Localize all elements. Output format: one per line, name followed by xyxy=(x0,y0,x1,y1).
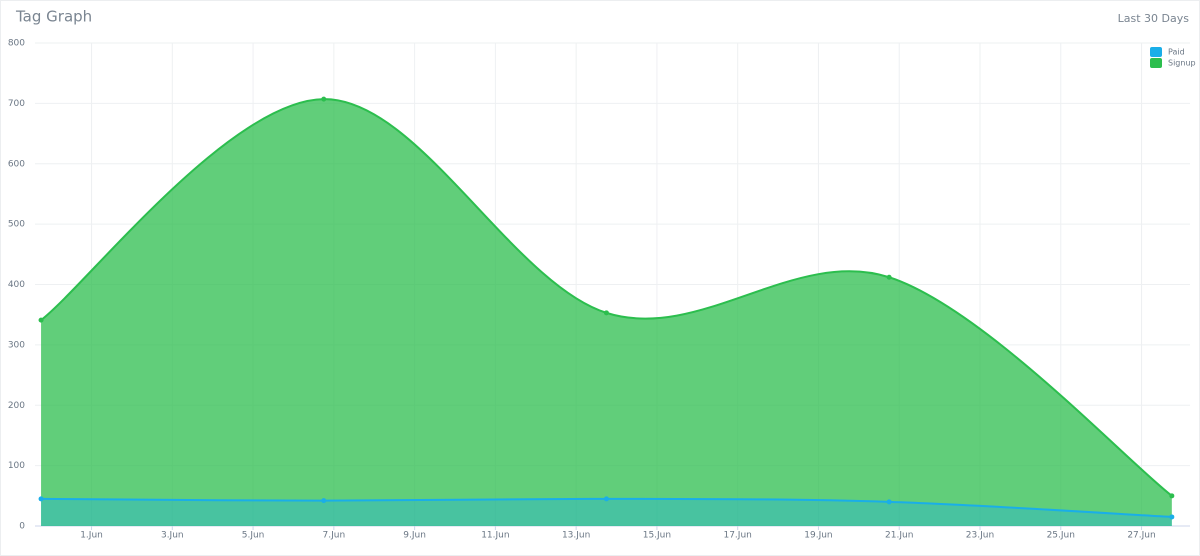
x-tick-label: 7.Jun xyxy=(323,531,346,541)
x-tick-label: 25.Jun xyxy=(1047,531,1075,541)
point xyxy=(321,96,327,102)
x-tick-label: 23.Jun xyxy=(966,531,994,541)
x-tick-label: 15.Jun xyxy=(643,531,671,541)
point xyxy=(38,317,44,323)
x-tick-label: 19.Jun xyxy=(804,531,832,541)
y-tick-label: 600 xyxy=(8,159,25,169)
area xyxy=(41,99,1172,526)
point xyxy=(1169,514,1175,520)
point xyxy=(38,496,44,502)
x-tick-label: 1.Jun xyxy=(80,531,103,541)
y-tick-label: 700 xyxy=(8,99,25,109)
y-tick-label: 500 xyxy=(8,220,25,230)
y-tick-label: 300 xyxy=(8,340,25,350)
x-tick-label: 11.Jun xyxy=(481,531,509,541)
x-tick-label: 17.Jun xyxy=(723,531,751,541)
y-tick-label: 0 xyxy=(19,522,25,532)
x-tick-label: 9.Jun xyxy=(403,531,426,541)
x-tick-label: 3.Jun xyxy=(161,531,184,541)
point xyxy=(603,496,609,502)
legend-swatch xyxy=(1150,58,1162,68)
area xyxy=(41,498,1172,526)
x-tick-label: 5.Jun xyxy=(242,531,265,541)
point xyxy=(603,310,609,316)
legend-label: Paid xyxy=(1168,48,1185,57)
x-tick-label: 27.Jun xyxy=(1127,531,1155,541)
y-tick-label: 800 xyxy=(8,39,25,49)
point xyxy=(886,499,892,505)
legend-label: Signup xyxy=(1168,59,1196,68)
legend-swatch xyxy=(1150,47,1162,57)
chart-subtitle: Last 30 Days xyxy=(1118,12,1190,25)
y-tick-label: 100 xyxy=(8,461,25,471)
y-tick-label: 400 xyxy=(8,280,25,290)
chart-title: Tag Graph xyxy=(15,8,92,26)
point xyxy=(1169,493,1175,499)
y-tick-label: 200 xyxy=(8,401,25,411)
x-tick-label: 13.Jun xyxy=(562,531,590,541)
x-tick-label: 21.Jun xyxy=(885,531,913,541)
point xyxy=(886,274,892,280)
point xyxy=(321,498,327,504)
